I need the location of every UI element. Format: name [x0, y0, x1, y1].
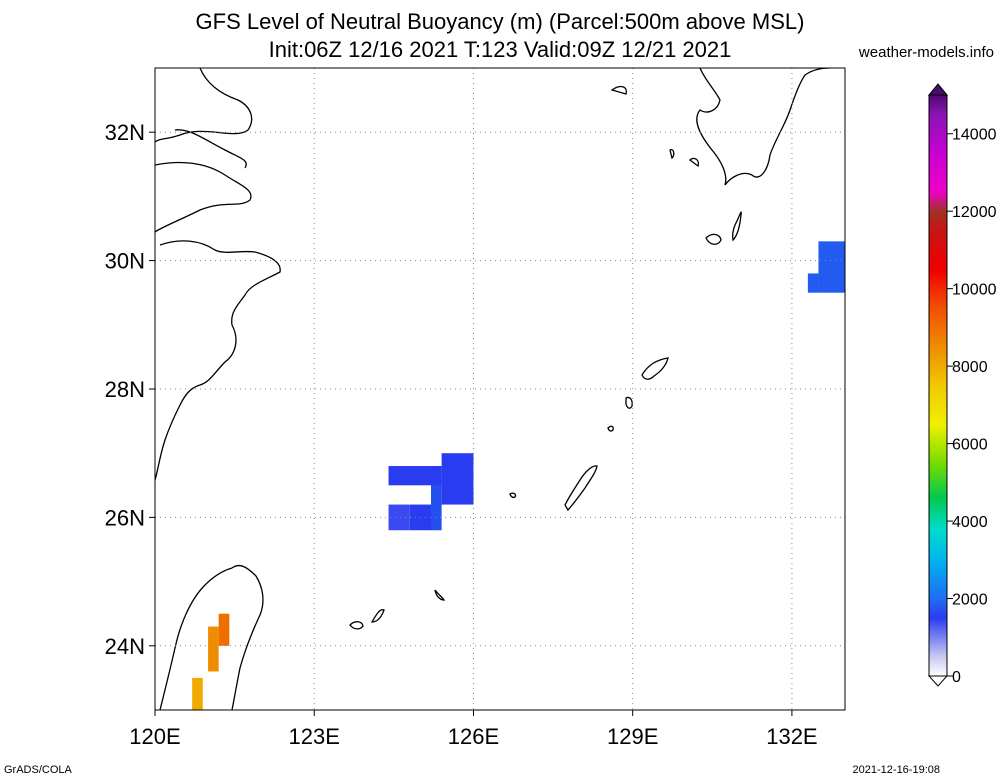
field-cell-2 — [431, 466, 442, 531]
chart-title-line2: Init:06Z 12/16 2021 T:123 Valid:09Z 12/2… — [268, 37, 732, 62]
coastline-taiwan — [159, 564, 264, 710]
field-cell-7 — [208, 626, 219, 672]
colorbar-tick-label: 0 — [952, 669, 961, 686]
colorbar-tick-label: 10000 — [952, 282, 997, 299]
lon-tick-label: 123E — [289, 724, 340, 749]
coastline-yangtze — [174, 129, 247, 169]
lon-tick-label: 132E — [766, 724, 817, 749]
coastline-okinawa — [564, 465, 598, 512]
colorbar-tick-label: 12000 — [952, 204, 997, 221]
coastline-amami — [641, 357, 669, 380]
colorbar-tick-label: 6000 — [952, 437, 988, 454]
coastline-yaeyama — [349, 589, 446, 630]
colorbar-ticks: 0 2000 4000 6000 8000 10000 12000 14000 — [947, 127, 997, 686]
coastline-island-c — [509, 492, 517, 499]
field-cell-5 — [818, 241, 845, 293]
colorbar-tick-label: 4000 — [952, 514, 988, 531]
coastline-goto — [610, 85, 700, 168]
grid-lines — [155, 68, 845, 710]
coastline-china — [155, 68, 281, 481]
site-label: weather-models.info — [858, 44, 994, 61]
chart-title-line1: GFS Level of Neutral Buoyancy (m) (Parce… — [195, 9, 805, 34]
colorbar-lower-arrow — [927, 675, 949, 687]
colorbar-tick-label: 8000 — [952, 359, 988, 376]
field-cell-8 — [218, 613, 230, 646]
lat-tick-label: 28N — [105, 377, 145, 402]
lat-tick-label: 30N — [105, 249, 145, 274]
field-cell-6 — [807, 273, 819, 293]
field-layer — [192, 241, 845, 710]
lon-tick-label: 120E — [129, 724, 180, 749]
colorbar-bar — [928, 94, 948, 677]
lat-tick-label: 24N — [105, 634, 145, 659]
field-cell-4 — [441, 453, 474, 505]
colorbar-tick-label: 2000 — [952, 592, 988, 609]
colorbar-upper-arrow — [927, 83, 949, 96]
lon-tick-label: 129E — [607, 724, 658, 749]
lat-tick-label: 26N — [105, 505, 145, 530]
coastline-yakushima — [705, 233, 722, 245]
field-cell-0 — [388, 504, 410, 531]
colorbar: 0 2000 4000 6000 8000 10000 12000 14000 — [927, 83, 997, 687]
footer-timestamp: 2021-12-16-19:08 — [852, 764, 940, 776]
colorbar-tick-label: 14000 — [952, 127, 997, 144]
lat-tick-label: 32N — [105, 120, 145, 145]
field-cell-3 — [388, 466, 442, 486]
axis-layer: 120E 123E 126E 129E 132E 24N 26N 28N 30N 32N — [105, 120, 818, 749]
field-cell-9 — [192, 677, 203, 710]
coastline-island-a — [625, 396, 633, 409]
coastline-island-b — [607, 425, 614, 432]
lon-tick-label: 126E — [448, 724, 499, 749]
coastline-tanegashima — [731, 211, 742, 242]
footer-software: GrADS/COLA — [4, 764, 72, 776]
coastlines — [155, 68, 831, 710]
coastline-kyushu — [696, 68, 831, 186]
